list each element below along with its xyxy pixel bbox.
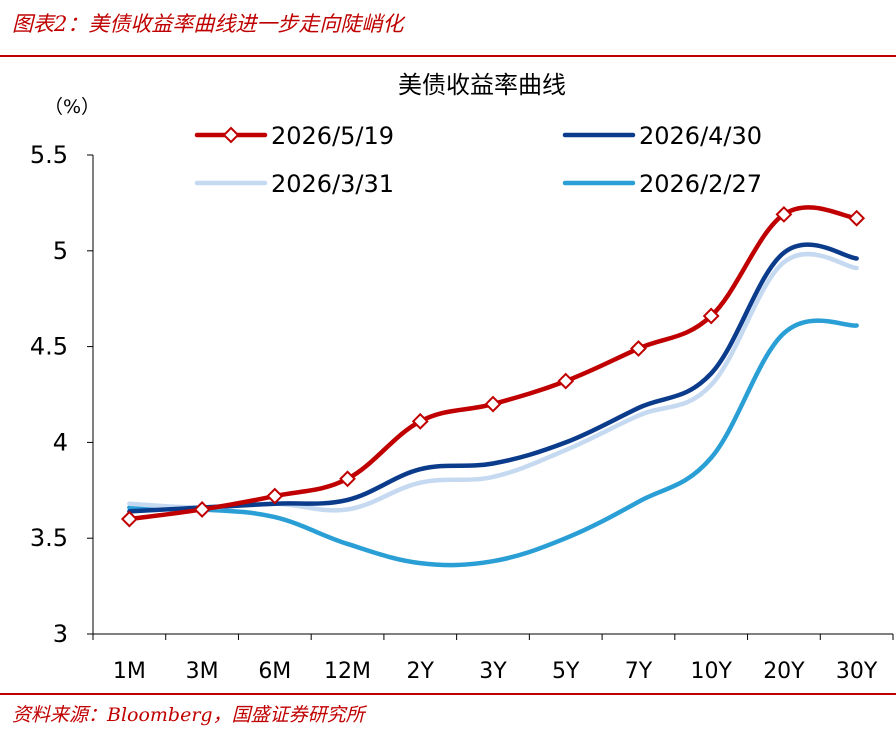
x-tick-label: 3M [186, 659, 219, 684]
chart-title: 美债收益率曲线 [398, 71, 566, 99]
legend: 2026/5/19 2026/4/30 2026/3/31 2026/2/27 [194, 122, 762, 198]
x-tick-label: 30Y [836, 659, 878, 684]
x-tick-label: 7Y [625, 659, 653, 684]
y-tick-label: 5 [53, 237, 68, 265]
chart: 美债收益率曲线 （%） 3 3.5 4 4.5 5 5.5 1M 3M 6M 12M 2Y 3Y 5Y 7… [30, 71, 894, 684]
bottom-rule [0, 693, 896, 695]
series-point-0 [557, 372, 575, 390]
top-rule [0, 55, 896, 57]
series-point-0 [630, 340, 647, 357]
legend-label-1: 2026/4/30 [639, 122, 762, 150]
x-tick-label: 12M [324, 659, 371, 684]
y-tick-label: 5.5 [30, 141, 68, 169]
series-point-0 [339, 470, 356, 488]
legend-label-0: 2026/5/19 [271, 122, 394, 150]
x-tick-label: 1M [113, 659, 146, 684]
figure-title: 图表2：美债收益率曲线进一步走向陡峭化 [12, 12, 404, 36]
series-line-2 [127, 251, 859, 513]
legend-label-2: 2026/3/31 [271, 170, 394, 198]
y-tick-label: 4.5 [30, 333, 68, 361]
source-note: 资料来源：Bloomberg，国盛证券研究所 [12, 704, 365, 726]
series-point-0 [266, 487, 284, 505]
y-unit-label: （%） [44, 96, 100, 118]
x-tick-label: 6M [258, 659, 291, 684]
x-tick-label: 5Y [552, 659, 580, 684]
series-line-3 [127, 318, 859, 568]
legend-label-3: 2026/2/27 [639, 170, 762, 198]
series-point-0 [193, 501, 211, 518]
series-line-1 [127, 242, 859, 514]
series-point-0 [120, 510, 138, 528]
series-point-0 [702, 307, 720, 325]
x-tick-label: 2Y [407, 659, 435, 684]
series-point-0 [848, 209, 866, 227]
series-line-0 [127, 205, 859, 522]
y-tick-label: 4 [53, 428, 68, 456]
x-tick-label: 20Y [763, 659, 805, 684]
x-tick-label: 10Y [690, 659, 732, 684]
legend-marker-0 [222, 126, 240, 144]
series-point-0 [484, 395, 502, 413]
series-point-0 [775, 205, 793, 223]
series-point-0 [411, 412, 429, 430]
y-tick-label: 3 [53, 620, 68, 648]
y-tick-label: 3.5 [30, 524, 68, 552]
x-tick-label: 3Y [479, 659, 507, 684]
plot-area: 3 3.5 4 4.5 5 5.5 1M 3M 6M 12M 2Y 3Y 5Y 7Y 10Y 20Y 30Y [30, 141, 894, 684]
